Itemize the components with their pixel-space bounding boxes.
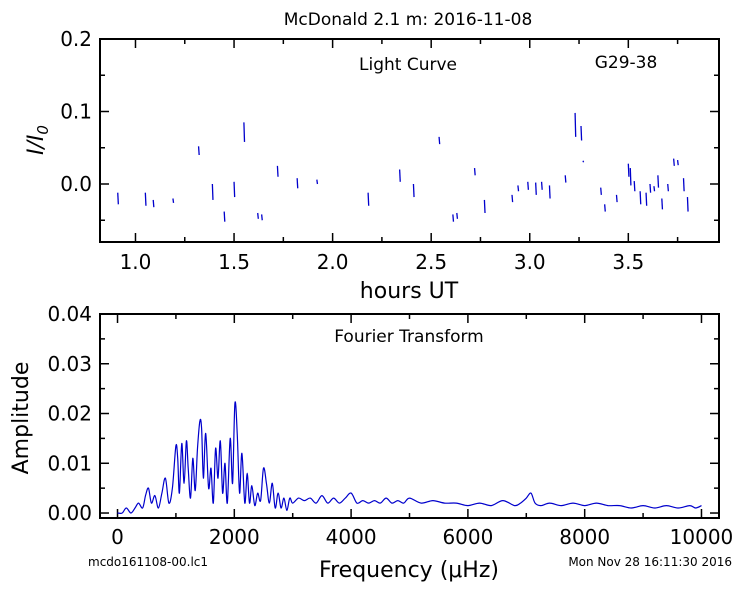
x-tick-label: 3.5 xyxy=(612,250,644,274)
fourier-ylabel: Amplitude xyxy=(9,362,34,475)
y-tick-label: 0.1 xyxy=(60,100,92,124)
figure-title: McDonald 2.1 m: 2016-11-08 xyxy=(284,10,533,30)
x-tick-label: 3.0 xyxy=(514,250,546,274)
light-curve-segment xyxy=(257,212,259,219)
fourier-annotation: Fourier Transform xyxy=(334,327,483,347)
light-curve-segment xyxy=(296,178,299,189)
light-curve-segment xyxy=(276,165,279,177)
light-curve-segment xyxy=(243,122,246,142)
fourier-xlabel: Frequency (μHz) xyxy=(319,558,499,583)
fourier-panel: 0 2000 4000 6000 8000 10000 0.00 0.01 0.02 0.03 0.… xyxy=(9,302,733,583)
light-curve-segment xyxy=(676,159,679,166)
light-curve-axes-frame xyxy=(99,38,720,243)
x-tick-label: 2.5 xyxy=(415,250,447,274)
light-curve-segment xyxy=(540,181,543,190)
light-curve-segment xyxy=(629,168,632,186)
light-curve-segment xyxy=(456,212,459,219)
light-curve-segment xyxy=(261,214,263,221)
light-curve-annotation: Light Curve xyxy=(359,55,457,75)
light-curve-tick-labels: 1.0 1.5 2.0 2.5 3.0 3.5 0.0 0.1 0.2 xyxy=(60,27,644,274)
light-curve-segment xyxy=(645,192,648,206)
x-tick-label: 8000 xyxy=(559,525,610,549)
light-curve-segment xyxy=(144,192,147,206)
light-curve-segment xyxy=(615,194,618,203)
light-curve-segment xyxy=(517,185,520,192)
light-curve-segment xyxy=(398,169,401,182)
light-curve-segment xyxy=(580,125,583,141)
fourier-tick-labels: 0 2000 4000 6000 8000 10000 0.00 0.01 0.02 0.03 0.… xyxy=(47,302,733,549)
light-curve-panel: 1.0 1.5 2.0 2.5 3.0 3.50.00.10.2 Light Curve … xyxy=(24,27,720,304)
y-tick-label: 0.02 xyxy=(47,402,92,426)
light-curve-segment xyxy=(452,214,455,222)
light-curve-segment xyxy=(412,183,415,198)
light-curve-segment xyxy=(653,186,656,192)
light-curve-segment xyxy=(233,181,236,198)
x-tick-label: 6000 xyxy=(442,525,493,549)
x-tick-label: 1.0 xyxy=(120,250,152,274)
light-curve-segment xyxy=(535,182,537,195)
light-curve-segment xyxy=(473,167,476,176)
footer-filename: mcdo161108-00.lc1 xyxy=(88,555,208,569)
light-curve-segment xyxy=(367,192,370,206)
light-curve-segment xyxy=(661,198,664,210)
footer-timestamp: Mon Nov 28 16:11:30 2016 xyxy=(568,555,732,569)
x-tick-label: 2.0 xyxy=(317,250,349,274)
light-curve-segment xyxy=(667,183,669,192)
x-tick-label: 4000 xyxy=(326,525,377,549)
fourier-series-line xyxy=(117,401,702,514)
x-tick-label: 1.5 xyxy=(218,250,250,274)
light-curve-segment xyxy=(649,183,652,193)
light-curve-segment xyxy=(633,181,636,192)
light-curve-segment xyxy=(564,175,567,183)
light-curve-segment xyxy=(682,178,685,192)
y-tick-label: 0.0 xyxy=(60,172,92,196)
light-curve-segment xyxy=(172,198,175,203)
light-curve-segment xyxy=(117,192,119,205)
light-curve-segment xyxy=(211,183,214,200)
light-curve-segment xyxy=(639,191,642,205)
x-tick-label: 0 xyxy=(111,525,124,549)
light-curve-segment xyxy=(657,175,660,188)
y-tick-label: 0.2 xyxy=(60,27,92,51)
light-curve-segment xyxy=(438,136,441,145)
light-curve-segment xyxy=(197,146,200,156)
light-curve-segment xyxy=(548,185,551,199)
fourier-ticks xyxy=(100,313,719,518)
light-curve-segment xyxy=(673,158,675,166)
light-curve-ticks xyxy=(100,38,719,242)
light-curve-segment xyxy=(316,179,319,185)
y-tick-label: 0.01 xyxy=(47,451,92,475)
light-curve-segment xyxy=(604,204,606,212)
light-curve-segment xyxy=(582,160,585,163)
light-curve-ylabel: I/I0 xyxy=(24,125,52,155)
y-tick-label: 0.00 xyxy=(47,501,92,525)
object-name-annotation: G29-38 xyxy=(595,53,658,73)
light-curve-segment xyxy=(574,112,577,137)
light-curve-segment xyxy=(686,197,689,212)
light-curve-data xyxy=(117,112,689,222)
light-curve-segment xyxy=(483,199,486,214)
light-curve-xlabel: hours UT xyxy=(360,279,459,304)
x-tick-label: 2000 xyxy=(209,525,260,549)
light-curve-segment xyxy=(627,163,630,177)
y-tick-label: 0.04 xyxy=(47,302,92,326)
light-curve-segment xyxy=(223,211,226,222)
y-tick-label: 0.03 xyxy=(47,352,92,376)
x-tick-label: 10000 xyxy=(670,525,734,549)
light-curve-segment xyxy=(527,181,530,190)
light-curve-segment xyxy=(511,194,514,203)
light-curve-segment xyxy=(600,187,602,195)
light-curve-segment xyxy=(152,199,155,208)
